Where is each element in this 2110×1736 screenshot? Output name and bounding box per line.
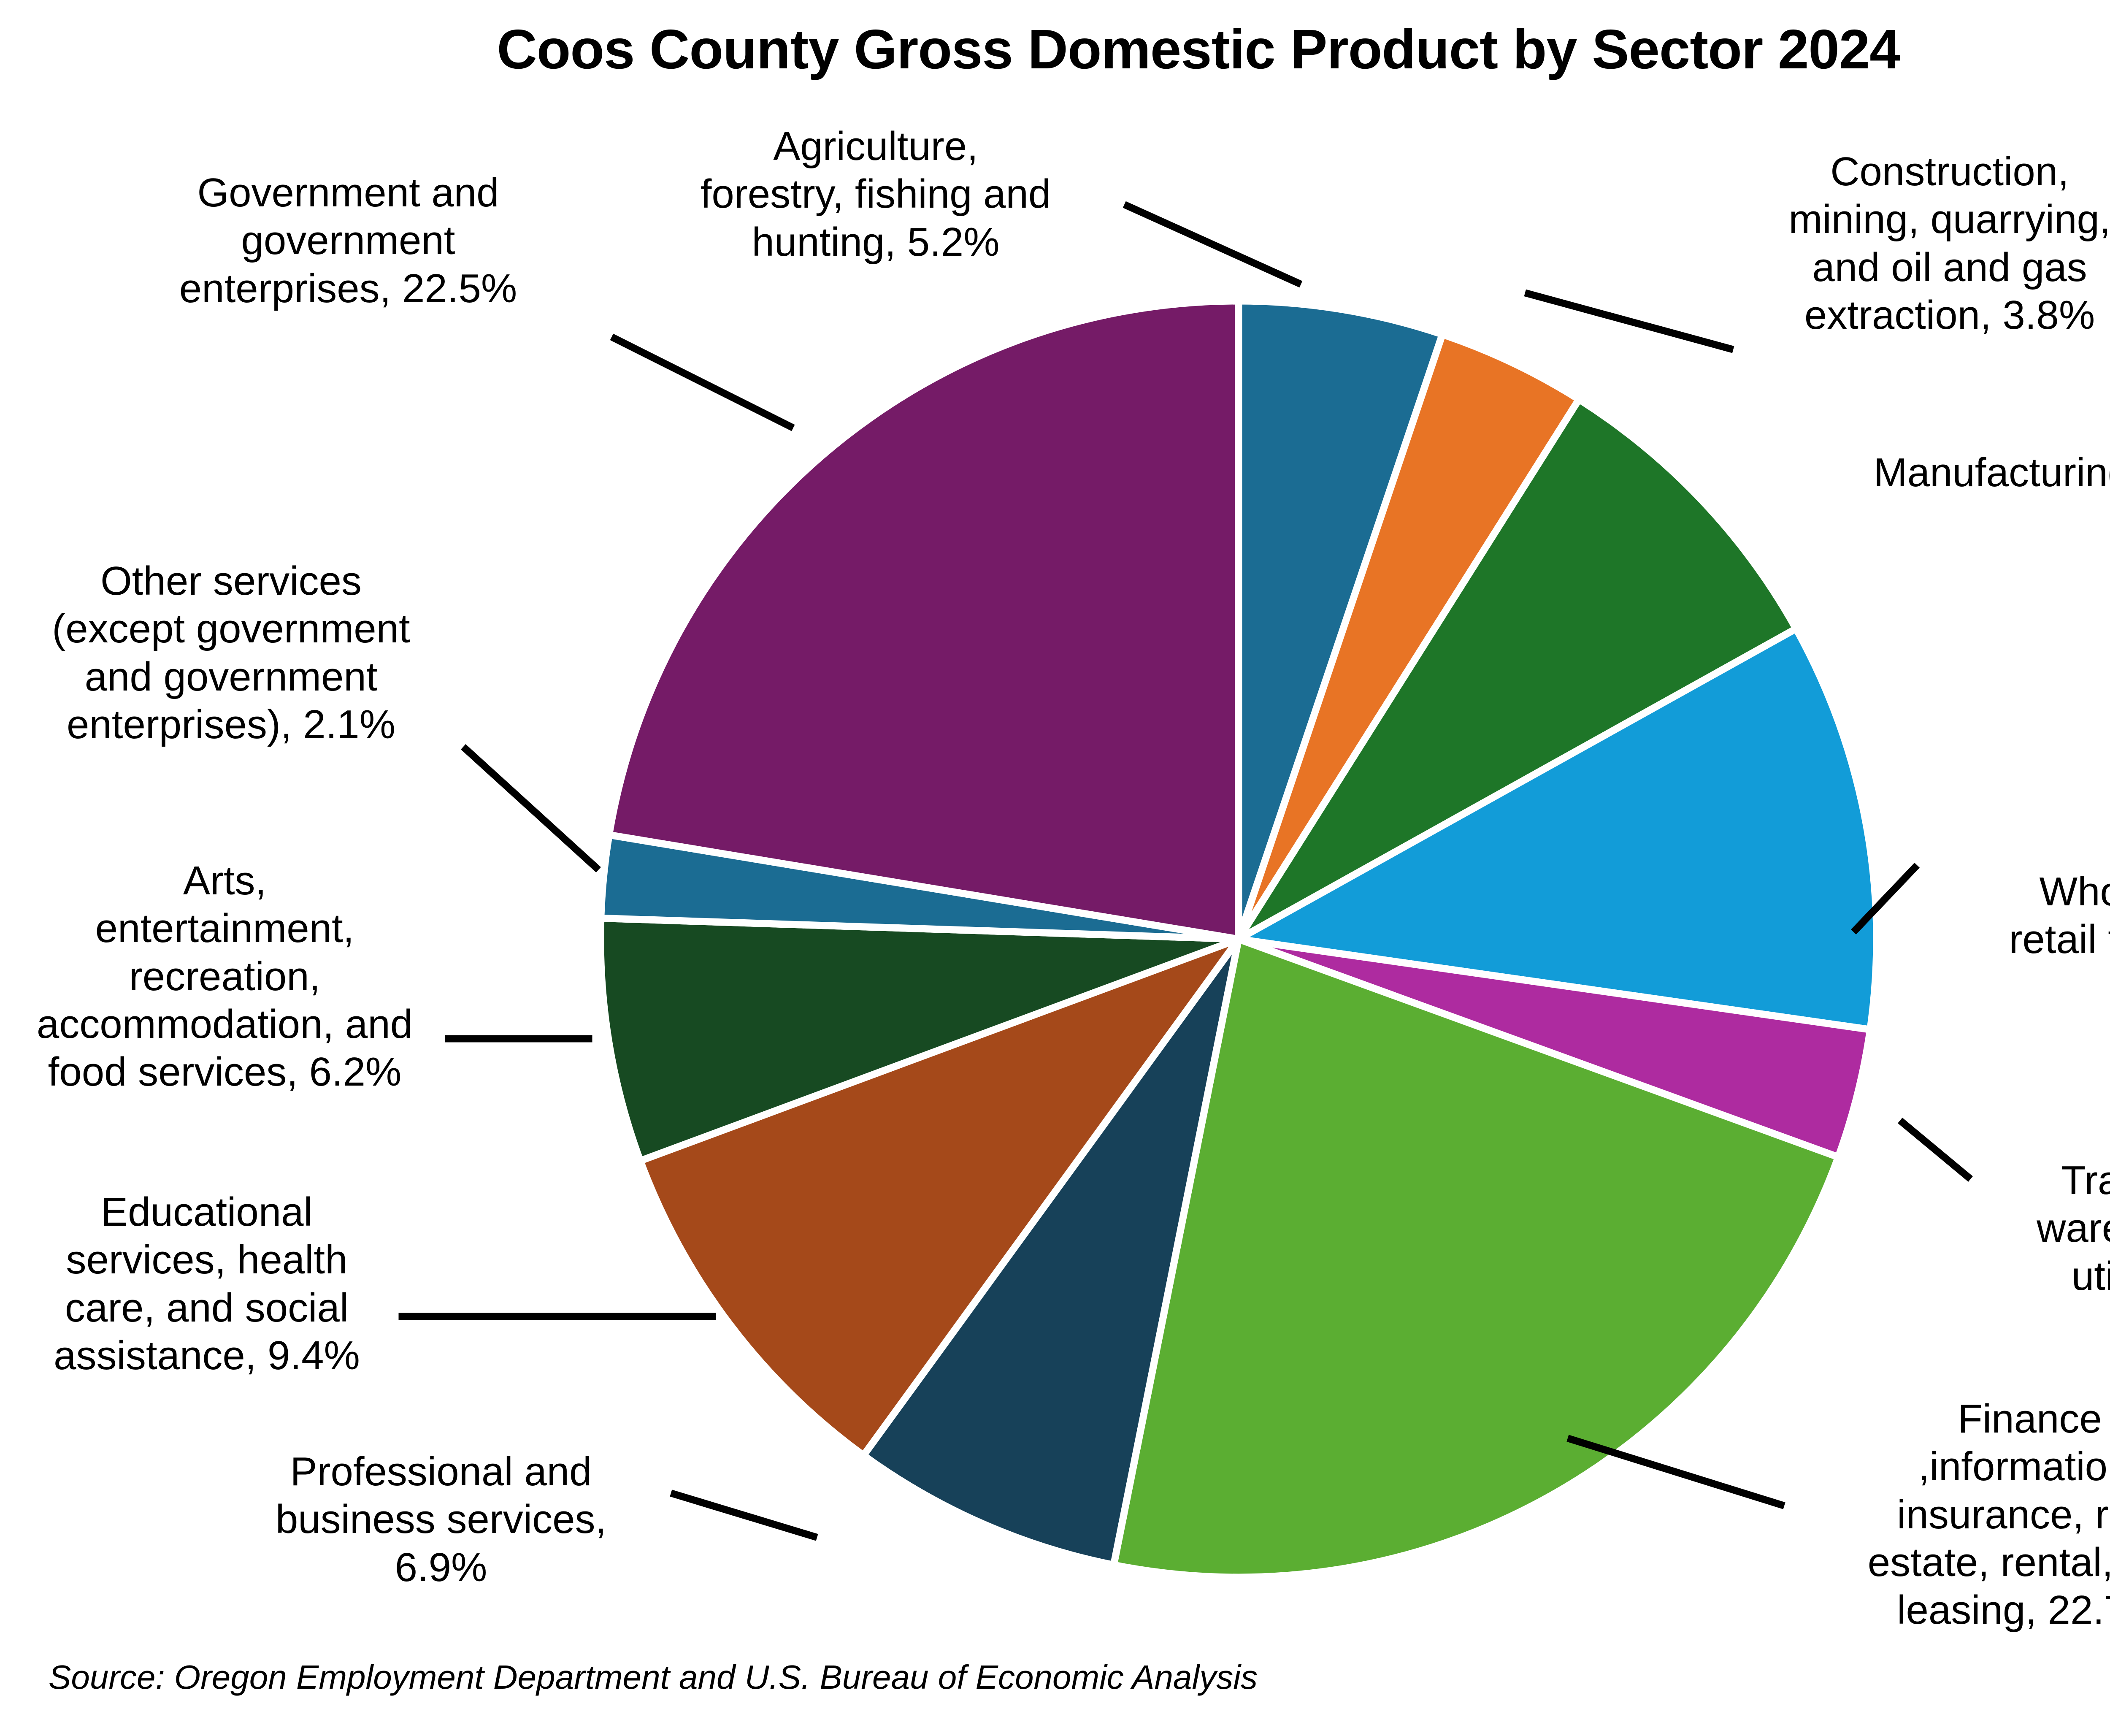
slice-label-finance: Finance ,information, insurance, real es…: [1867, 1396, 2110, 1633]
page-title: Coos County Gross Domestic Product by Se…: [497, 18, 1900, 80]
slice-label-construction: Construction, mining, quarrying, and oil…: [1788, 149, 2110, 338]
leader-lines-group: [398, 201, 1973, 1541]
pie-slice: [597, 914, 1242, 1165]
slice-label-professional: Professional and business services, 6.9%: [275, 1449, 607, 1590]
leader-line-finance: [1566, 1435, 1785, 1509]
pie-slice: [1235, 395, 1800, 943]
leader-line-other-services: [460, 744, 601, 873]
slice-label-other-services: Other services (except government and go…: [52, 558, 410, 747]
pie-slice: [605, 297, 1242, 943]
slice-label-educational: Educational services, health care, and s…: [54, 1189, 360, 1378]
slice-label-arts: Arts, entertainment, recreation, accommo…: [36, 858, 413, 1095]
slice-label-transportation: Transportation, warehousing, and utiliti…: [2037, 1158, 2110, 1299]
pie-slice: [1235, 330, 1583, 943]
source-note: Source: Oregon Employment Department and…: [49, 1658, 1258, 1696]
pie-slice: [1235, 625, 1880, 1033]
slice-label-manufacturing: Manufacturing, 8.0%: [1873, 450, 2110, 495]
slice-label-government: Government and government enterprises, 2…: [179, 170, 517, 311]
leader-line-agriculture: [1123, 201, 1303, 288]
pie-slice: [636, 935, 1242, 1459]
pie-slices-group: [597, 297, 1880, 1581]
leader-line-transportation: [1898, 1118, 1973, 1182]
slice-label-wholesale: Wholesale and retail trade, 10.4%: [2009, 869, 2110, 962]
pie-slice: [860, 935, 1242, 1569]
leader-line-construction: [1524, 289, 1734, 353]
leader-line-professional: [670, 1490, 818, 1541]
leader-line-government: [610, 333, 795, 431]
leader-line-wholesale: [1850, 862, 1920, 935]
slice-label-agriculture: Agriculture, forestry, fishing and hunti…: [700, 124, 1051, 265]
pie-slice: [1110, 935, 1842, 1581]
